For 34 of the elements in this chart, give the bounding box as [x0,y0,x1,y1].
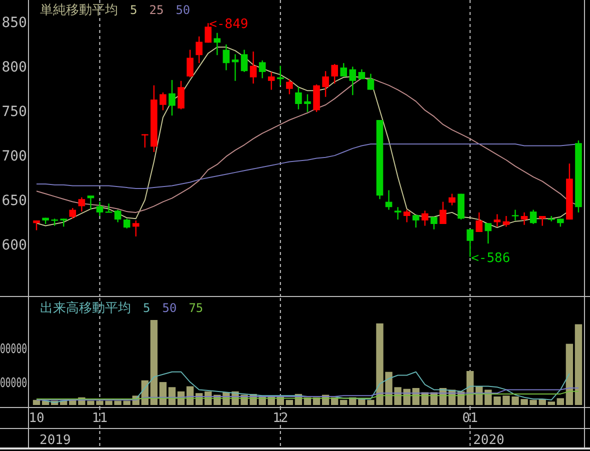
bar [566,344,574,405]
annotation: <-586 [471,250,510,266]
text: 25 [149,3,164,17]
text: 75 [188,301,204,315]
bar [556,398,564,405]
bar [168,387,176,405]
y-tick-label: 800 [2,60,27,76]
annotation: 00000 [0,342,40,357]
annotation: <-849 [209,17,248,32]
y-tick-label: 850 [2,15,27,32]
bar [548,402,555,405]
x-tick-label: 01 [462,411,478,426]
y-tick-label: 600 [2,237,27,254]
bar [574,324,582,405]
text: 5 [143,301,150,315]
bar [159,382,167,405]
x-tick-label: 12 [272,411,288,426]
text: 50 [162,301,177,315]
x-tick-label: 11 [92,411,108,426]
chart-title: 出来高移動平均 [40,300,131,316]
bar [286,400,294,405]
annotation: 00000 [0,376,40,391]
y-tick-label: 700 [2,148,27,165]
text: 2019 [40,433,71,448]
text: 5 [130,3,138,17]
chart-title: 単純移動平均 [40,3,118,18]
x-tick-label: 10 [28,411,44,426]
bar [32,400,40,405]
y-tick-label: 650 [2,193,27,209]
y-tick-label: 750 [2,104,27,120]
text: 50 [176,3,190,17]
bar [340,400,348,405]
text: 2020 [473,433,504,448]
bar [150,320,158,405]
